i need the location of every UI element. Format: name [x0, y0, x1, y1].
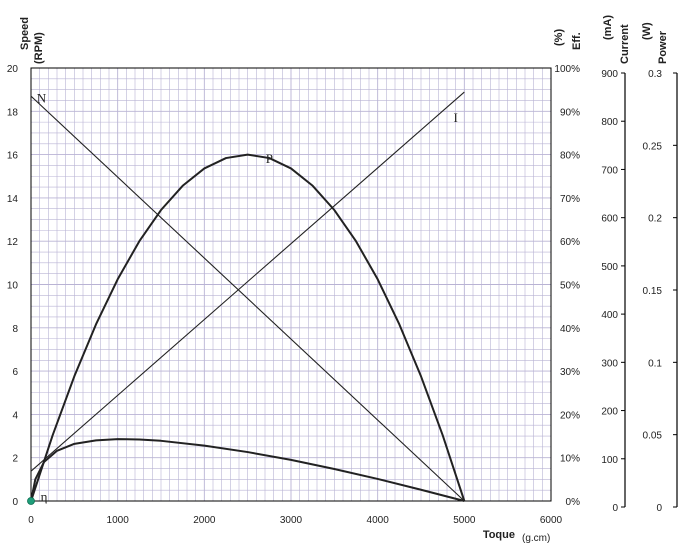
speed-tick-label: 6	[12, 367, 18, 378]
speed-tick-label: 0	[12, 497, 18, 508]
current-tick-label: 0	[612, 503, 618, 514]
current-tick-label: 200	[601, 407, 618, 418]
efficiency-tick-label: 70%	[560, 194, 580, 205]
x-tick-label: 2000	[193, 515, 216, 526]
series-I-line	[30, 91, 465, 472]
speed-tick-label: 8	[12, 324, 18, 335]
speed-tick-label: 18	[7, 107, 19, 118]
x-axis-title: Toque	[483, 529, 515, 541]
x-tick-label: 4000	[367, 515, 390, 526]
current-tick-label: 600	[601, 214, 618, 225]
x-tick-label: 6000	[540, 515, 563, 526]
x-tick-label: 0	[28, 515, 34, 526]
efficiency-tick-label: 30%	[560, 367, 580, 378]
efficiency-tick-label: 50%	[560, 281, 580, 292]
origin-point	[27, 497, 35, 505]
series-label-η: η	[41, 489, 48, 504]
x-tick-label: 5000	[453, 515, 476, 526]
efficiency-axis-title: (%)	[553, 29, 565, 46]
series-η-line	[30, 438, 465, 502]
x-tick-label: 3000	[280, 515, 303, 526]
plot-border	[30, 67, 552, 502]
series-label-I: I	[453, 110, 457, 125]
efficiency-tick-label: 80%	[560, 151, 580, 162]
current-tick-label: 100	[601, 455, 618, 466]
power-tick-label: 0	[656, 503, 662, 514]
efficiency-tick-label: 0%	[566, 497, 581, 508]
series	[27, 91, 466, 505]
efficiency-tick-label: 10%	[560, 454, 580, 465]
power-axis-title: Power	[657, 30, 669, 64]
speed-tick-label: 10	[7, 281, 19, 292]
grid	[30, 67, 552, 502]
current-tick-label: 800	[601, 117, 618, 128]
current-axis-title: Current	[619, 24, 631, 64]
power-tick-label: 0.05	[643, 431, 663, 442]
power-tick-label: 0.15	[643, 286, 663, 297]
power-tick-label: 0.3	[648, 69, 662, 80]
current-tick-label: 400	[601, 310, 618, 321]
series-N-line	[30, 95, 465, 502]
speed-tick-label: 16	[7, 151, 19, 162]
current-axis-title: (mA)	[602, 15, 614, 40]
speed-tick-label: 12	[7, 237, 19, 248]
speed-tick-label: 20	[7, 64, 19, 75]
plot-frame	[30, 67, 552, 502]
speed-axis-title: Speed	[19, 17, 31, 50]
speed-tick-label: 2	[12, 454, 18, 465]
series-label-P: P	[266, 151, 273, 166]
speed-tick-label: 14	[7, 194, 19, 205]
efficiency-tick-label: 20%	[560, 410, 580, 421]
labels: N I Pη	[37, 90, 458, 504]
series-P-line	[30, 153, 466, 502]
current-tick-label: 700	[601, 165, 618, 176]
speed-tick-label: 4	[12, 410, 18, 421]
current-tick-label: 300	[601, 358, 618, 369]
power-tick-label: 0.2	[648, 214, 662, 225]
x-tick-label: 1000	[107, 515, 130, 526]
efficiency-tick-label: 60%	[560, 237, 580, 248]
efficiency-axis-title: Eff.	[571, 32, 583, 50]
current-tick-label: 500	[601, 262, 618, 273]
power-tick-label: 0.1	[648, 358, 662, 369]
x-axis-unit: (g.cm)	[522, 533, 550, 544]
power-axis-title: (W)	[641, 22, 653, 40]
efficiency-tick-label: 40%	[560, 324, 580, 335]
efficiency-tick-label: 90%	[560, 107, 580, 118]
series-label-N: N	[37, 90, 47, 105]
efficiency-tick-label: 100%	[554, 64, 580, 75]
power-tick-label: 0.25	[643, 141, 663, 152]
speed-axis-title: (RPM)	[33, 32, 45, 64]
current-tick-label: 900	[601, 69, 618, 80]
